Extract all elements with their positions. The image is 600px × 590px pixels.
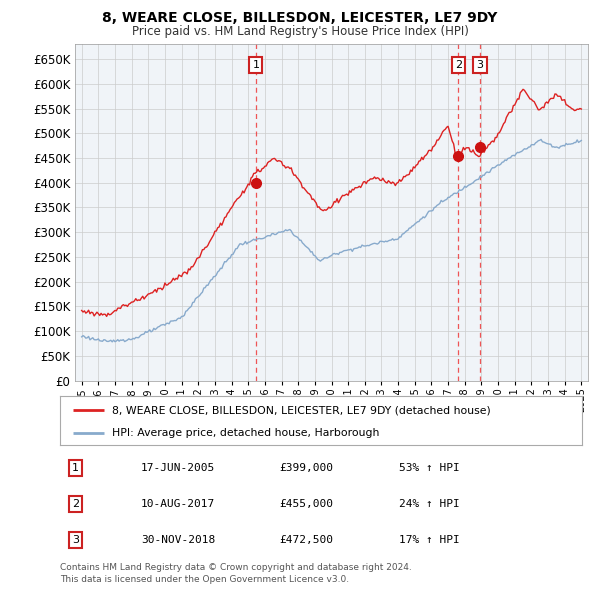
Text: 17% ↑ HPI: 17% ↑ HPI xyxy=(400,535,460,545)
Text: 10-AUG-2017: 10-AUG-2017 xyxy=(141,499,215,509)
Text: HPI: Average price, detached house, Harborough: HPI: Average price, detached house, Harb… xyxy=(112,428,380,438)
Text: 1: 1 xyxy=(253,60,259,70)
Text: 3: 3 xyxy=(476,60,484,70)
Text: 8, WEARE CLOSE, BILLESDON, LEICESTER, LE7 9DY (detached house): 8, WEARE CLOSE, BILLESDON, LEICESTER, LE… xyxy=(112,405,491,415)
Text: £399,000: £399,000 xyxy=(279,463,333,473)
Text: 1: 1 xyxy=(72,463,79,473)
Text: Price paid vs. HM Land Registry's House Price Index (HPI): Price paid vs. HM Land Registry's House … xyxy=(131,25,469,38)
Text: 17-JUN-2005: 17-JUN-2005 xyxy=(141,463,215,473)
Text: 3: 3 xyxy=(72,535,79,545)
Text: This data is licensed under the Open Government Licence v3.0.: This data is licensed under the Open Gov… xyxy=(60,575,349,584)
Text: 2: 2 xyxy=(455,60,462,70)
Text: 2: 2 xyxy=(72,499,79,509)
Text: Contains HM Land Registry data © Crown copyright and database right 2024.: Contains HM Land Registry data © Crown c… xyxy=(60,563,412,572)
Text: 53% ↑ HPI: 53% ↑ HPI xyxy=(400,463,460,473)
Text: 8, WEARE CLOSE, BILLESDON, LEICESTER, LE7 9DY: 8, WEARE CLOSE, BILLESDON, LEICESTER, LE… xyxy=(103,11,497,25)
Text: 30-NOV-2018: 30-NOV-2018 xyxy=(141,535,215,545)
Text: £472,500: £472,500 xyxy=(279,535,333,545)
Text: 24% ↑ HPI: 24% ↑ HPI xyxy=(400,499,460,509)
Text: £455,000: £455,000 xyxy=(279,499,333,509)
